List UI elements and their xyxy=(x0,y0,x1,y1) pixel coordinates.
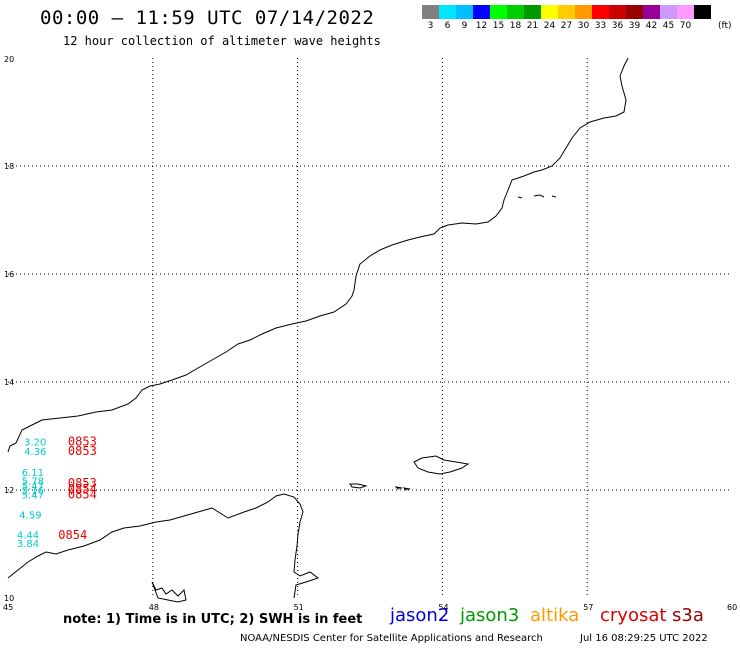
scale-label: 21 xyxy=(526,21,539,31)
scale-swatch: 45 xyxy=(660,5,677,31)
scale-label: 45 xyxy=(662,21,675,31)
latitude-label: 14 xyxy=(4,378,14,387)
scale-swatch: 12 xyxy=(473,5,490,31)
longitude-label: 45 xyxy=(3,603,13,612)
pass-time-label: 0854 xyxy=(58,528,87,542)
scale-swatch: 15 xyxy=(490,5,507,31)
scale-label: 36 xyxy=(611,21,624,31)
scale-swatch: 24 xyxy=(541,5,558,31)
credit-line: NOAA/NESDIS Center for Satellite Applica… xyxy=(240,633,543,644)
wave-height-label: 5.47 xyxy=(22,490,44,501)
timestamp: Jul 16 08:29:25 UTC 2022 xyxy=(580,633,708,644)
kuria-muria-islands xyxy=(517,194,557,199)
horn-coast-fragment xyxy=(151,581,187,603)
scale-label: 6 xyxy=(444,21,451,31)
scale-swatch: 9 xyxy=(456,5,473,31)
satellite-label-cryosat: cryosat xyxy=(600,605,667,626)
scale-swatch: 3 xyxy=(422,5,439,31)
scale-unit: (ft) xyxy=(718,21,732,31)
scale-swatch: 33 xyxy=(592,5,609,31)
pass-time-label: 0854 xyxy=(68,487,97,501)
scale-swatch: 36 xyxy=(609,5,626,31)
satellite-label-s3a: s3a xyxy=(672,605,704,626)
wave-height-label: 5.78 xyxy=(22,476,44,487)
scale-label: 42 xyxy=(645,21,658,31)
wave-height-label: 3.84 xyxy=(17,539,39,550)
samhah-island xyxy=(394,486,411,491)
map-title: 00:00 – 11:59 UTC 07/14/2022 xyxy=(40,7,375,29)
pass-time-label: 0853 xyxy=(68,476,97,490)
scale-label: 9 xyxy=(461,21,468,31)
scale-label: 18 xyxy=(509,21,522,31)
scale-swatch: 21 xyxy=(524,5,541,31)
wave-height-label: 4.36 xyxy=(24,447,46,458)
scale-swatch: 18 xyxy=(507,5,524,31)
scale-label: 30 xyxy=(577,21,590,31)
wave-height-label: 4.44 xyxy=(17,530,39,541)
scale-label: 12 xyxy=(475,21,488,31)
scale-swatch: 30 xyxy=(575,5,592,31)
latitude-label: 10 xyxy=(4,594,14,603)
scale-label: 24 xyxy=(543,21,556,31)
scale-label: 39 xyxy=(628,21,641,31)
color-scale-legend: 3 6 9 12 15 18 21 24 27 30 33 36 39 42 45 70 xyxy=(422,5,711,31)
scale-label: 3 xyxy=(427,21,434,31)
wave-height-label: 6.11 xyxy=(22,468,44,479)
wave-height-label: 4.59 xyxy=(19,510,41,521)
socotra-island xyxy=(413,455,470,475)
pass-time-label: 0853 xyxy=(68,444,97,458)
scale-label: 70 xyxy=(679,21,692,31)
footnote: note: 1) Time is in UTC; 2) SWH is in fe… xyxy=(63,612,363,627)
scale-swatch: 70 xyxy=(677,5,694,31)
scale-swatch: 39 xyxy=(626,5,643,31)
satellite-label-jason3: jason3 xyxy=(460,605,520,626)
pass-time-label: 0853 xyxy=(68,434,97,448)
latitude-label: 18 xyxy=(4,162,14,171)
coastline xyxy=(7,57,629,603)
longitude-label: 60 xyxy=(727,603,737,612)
longitude-label: 54 xyxy=(438,603,448,612)
satellite-label-jason2: jason2 xyxy=(390,605,450,626)
latitude-label: 16 xyxy=(4,270,14,279)
longitude-label: 57 xyxy=(583,603,593,612)
scale-label: 15 xyxy=(492,21,505,31)
map-subtitle: 12 hour collection of altimeter wave hei… xyxy=(63,34,381,48)
latitude-label: 12 xyxy=(4,486,14,495)
pass-time-label: 0854 xyxy=(68,482,97,496)
scale-swatch: 27 xyxy=(558,5,575,31)
satellite-label-altika: altika xyxy=(530,605,580,626)
scale-swatch: 6 xyxy=(439,5,456,31)
abd-al-kuri-island xyxy=(349,483,368,489)
scale-swatch: 42 xyxy=(643,5,660,31)
longitude-label: 51 xyxy=(294,603,304,612)
latitude-label: 20 xyxy=(4,55,14,64)
arabian-coastline xyxy=(7,57,629,453)
somali-coastline xyxy=(7,493,320,599)
scale-swatch xyxy=(694,5,711,19)
wave-height-label: 5.47 xyxy=(22,482,44,493)
longitude-label: 48 xyxy=(149,603,159,612)
scale-label: 33 xyxy=(594,21,607,31)
wave-height-label: 3.20 xyxy=(24,437,46,448)
wave-height-label: 5.16 xyxy=(22,486,44,497)
lat-lon-grid xyxy=(8,58,732,598)
scale-label: 27 xyxy=(560,21,573,31)
